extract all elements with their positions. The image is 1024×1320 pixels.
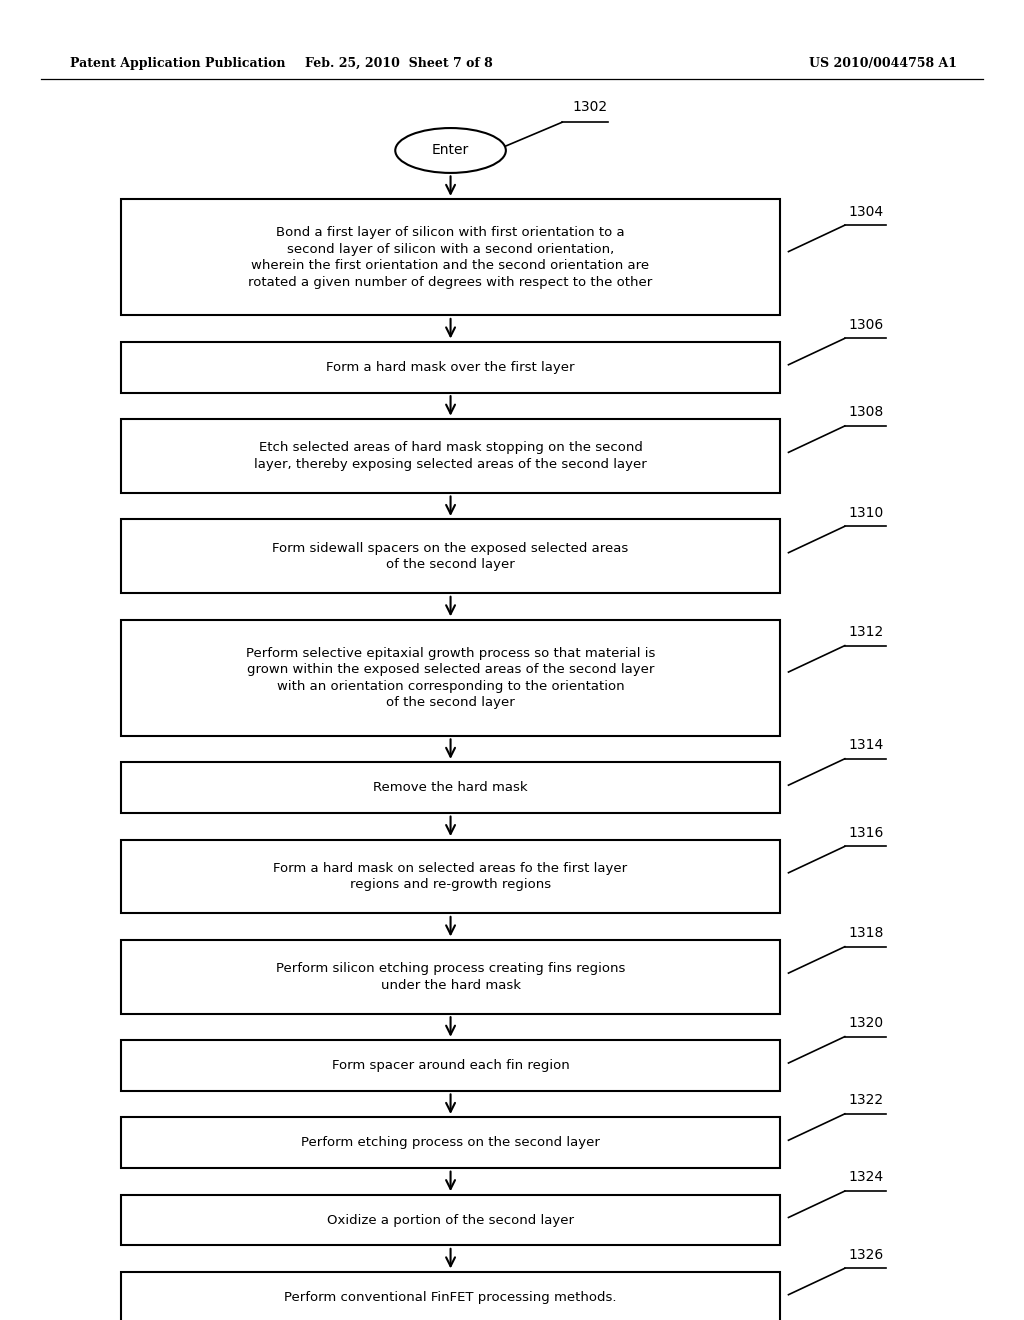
- Bar: [121, 619, 780, 735]
- Bar: [121, 1117, 780, 1168]
- Text: Form a hard mask on selected areas fo the first layer
regions and re-growth regi: Form a hard mask on selected areas fo th…: [273, 862, 628, 891]
- Text: 1302: 1302: [572, 100, 607, 115]
- Text: Enter: Enter: [432, 144, 469, 157]
- Bar: [121, 940, 780, 1014]
- Text: Perform conventional FinFET processing methods.: Perform conventional FinFET processing m…: [285, 1291, 616, 1304]
- Text: 1314: 1314: [849, 738, 884, 752]
- Text: Form sidewall spacers on the exposed selected areas
of the second layer: Form sidewall spacers on the exposed sel…: [272, 541, 629, 572]
- Text: Perform etching process on the second layer: Perform etching process on the second la…: [301, 1137, 600, 1150]
- Text: 1326: 1326: [849, 1247, 884, 1262]
- Text: 1320: 1320: [849, 1016, 884, 1030]
- Text: Bond a first layer of silicon with first orientation to a
second layer of silico: Bond a first layer of silicon with first…: [249, 226, 652, 289]
- Bar: [121, 519, 780, 593]
- Bar: [121, 199, 780, 315]
- Text: 1316: 1316: [849, 826, 885, 840]
- Bar: [121, 342, 780, 392]
- Text: Perform selective epitaxial growth process so that material is
grown within the : Perform selective epitaxial growth proce…: [246, 647, 655, 709]
- Text: 1308: 1308: [849, 405, 884, 420]
- Text: Patent Application Publication: Patent Application Publication: [70, 57, 285, 70]
- Text: 1324: 1324: [849, 1171, 884, 1184]
- Text: Oxidize a portion of the second layer: Oxidize a portion of the second layer: [327, 1213, 574, 1226]
- Bar: [121, 762, 780, 813]
- Text: Feb. 25, 2010  Sheet 7 of 8: Feb. 25, 2010 Sheet 7 of 8: [305, 57, 494, 70]
- Text: 1310: 1310: [849, 506, 884, 520]
- Text: 1304: 1304: [849, 205, 884, 219]
- Text: Form a hard mask over the first layer: Form a hard mask over the first layer: [327, 360, 574, 374]
- Text: Form spacer around each fin region: Form spacer around each fin region: [332, 1059, 569, 1072]
- Bar: [121, 1195, 780, 1245]
- Text: Remove the hard mask: Remove the hard mask: [373, 781, 528, 795]
- Text: 1306: 1306: [849, 318, 884, 331]
- Text: Perform silicon etching process creating fins regions
under the hard mask: Perform silicon etching process creating…: [275, 962, 626, 991]
- Bar: [121, 1271, 780, 1320]
- Text: 1312: 1312: [849, 624, 884, 639]
- Text: US 2010/0044758 A1: US 2010/0044758 A1: [809, 57, 957, 70]
- Bar: [121, 1040, 780, 1090]
- Text: 1322: 1322: [849, 1093, 884, 1107]
- Text: 1318: 1318: [849, 927, 885, 940]
- Bar: [121, 840, 780, 913]
- Text: Etch selected areas of hard mask stopping on the second
layer, thereby exposing : Etch selected areas of hard mask stoppin…: [254, 441, 647, 471]
- Bar: [121, 418, 780, 492]
